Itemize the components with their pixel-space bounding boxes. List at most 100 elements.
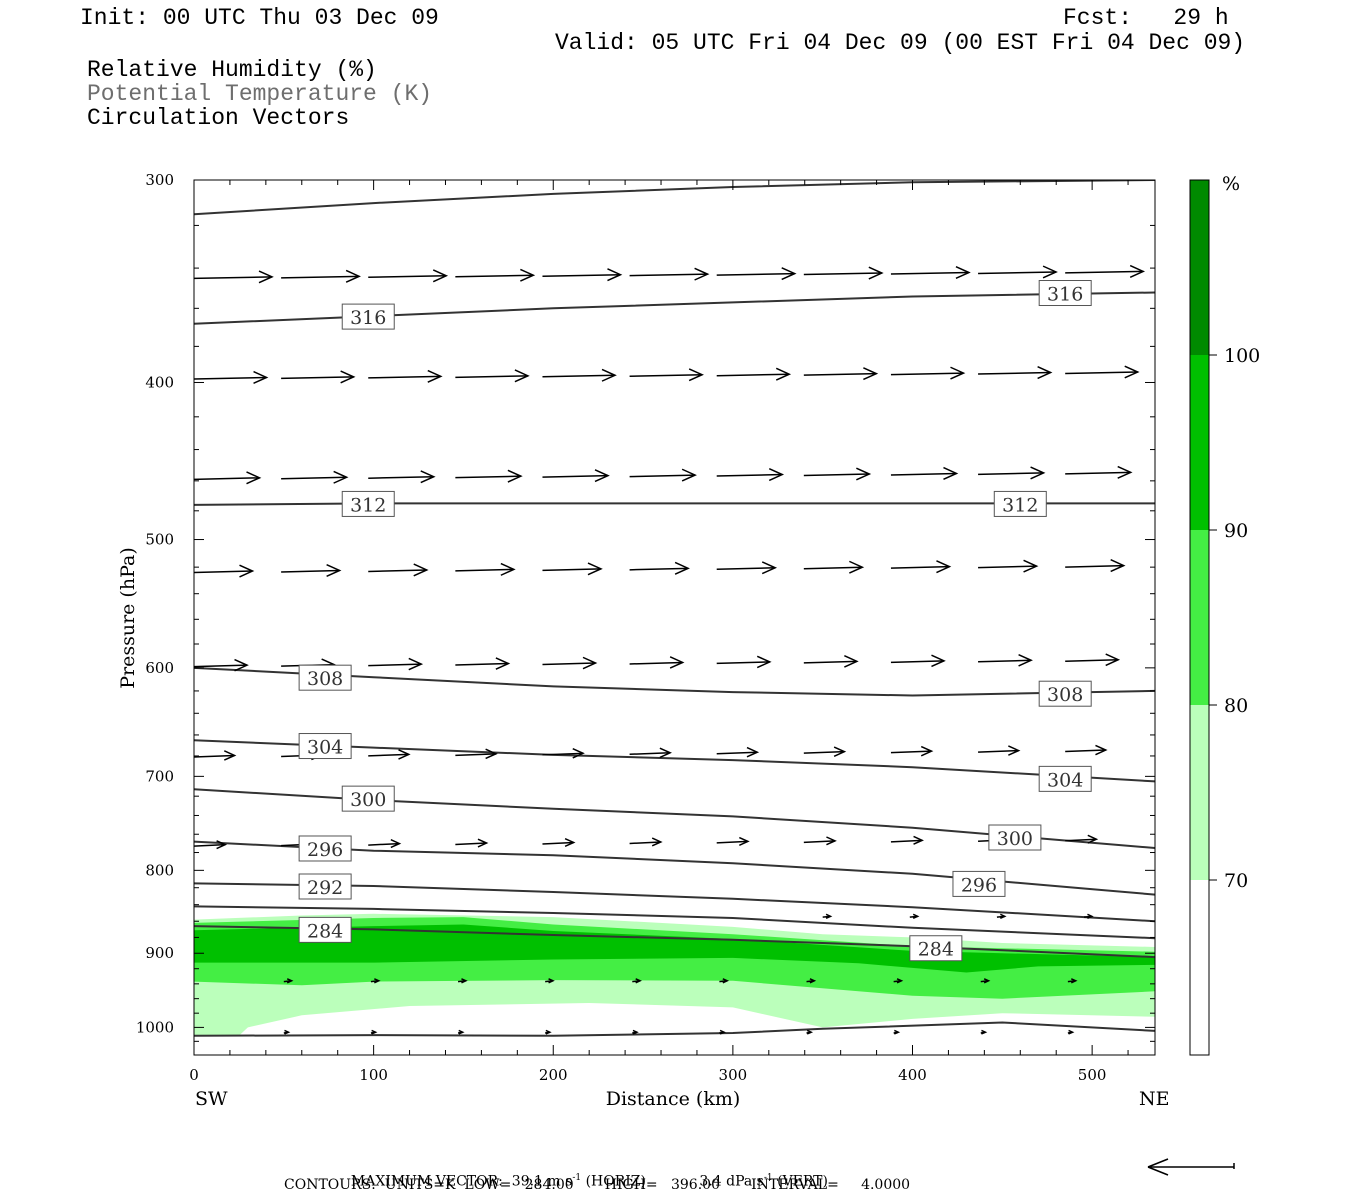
theta-label-box bbox=[952, 870, 1006, 897]
circulation-vector bbox=[629, 837, 663, 847]
vector-head bbox=[913, 835, 924, 845]
y-tick-label: 900 bbox=[145, 944, 174, 962]
vector-head bbox=[390, 839, 402, 849]
vector-head bbox=[234, 658, 249, 672]
circulation-vector bbox=[803, 746, 847, 757]
vector-head bbox=[1008, 745, 1021, 756]
horiz-units-exponent: -1 bbox=[572, 1173, 582, 1183]
vector-head bbox=[1068, 1029, 1075, 1035]
vector-shaft bbox=[1065, 749, 1106, 753]
circulation-vector bbox=[719, 978, 730, 984]
circulation-vector bbox=[716, 561, 778, 575]
circulation-vector bbox=[194, 270, 274, 284]
vector-shaft bbox=[542, 568, 601, 572]
vector-shaft bbox=[542, 273, 621, 277]
vector-shaft bbox=[455, 375, 528, 379]
vector-shaft bbox=[803, 750, 845, 754]
circulation-vector bbox=[978, 265, 1058, 279]
circulation-vector bbox=[716, 468, 785, 482]
circulation-vector bbox=[455, 369, 530, 383]
vector-shaft bbox=[455, 274, 534, 278]
circulation-vector bbox=[629, 561, 690, 575]
theta-label-box bbox=[298, 873, 352, 900]
circulation-vector bbox=[1065, 744, 1108, 756]
circulation-vector bbox=[978, 653, 1033, 667]
vector-head bbox=[809, 978, 817, 984]
circulation-vector bbox=[909, 913, 920, 920]
vector-head bbox=[722, 978, 730, 984]
vector-shaft bbox=[194, 664, 248, 668]
vector-shaft bbox=[368, 663, 422, 667]
vector-shaft bbox=[629, 661, 683, 665]
theta-label: 304 bbox=[1047, 769, 1083, 791]
circulation-vector bbox=[542, 748, 585, 759]
horiz-max-value: 39.1 bbox=[511, 1173, 543, 1190]
theta-label: 292 bbox=[307, 877, 343, 899]
vector-shaft bbox=[281, 376, 354, 380]
circulation-vector bbox=[893, 1029, 901, 1035]
x-axis-end-left: SW bbox=[195, 1088, 228, 1110]
vector-head bbox=[912, 913, 920, 920]
colorbar-tick-label: 70 bbox=[1224, 870, 1248, 892]
circulation-vector bbox=[368, 749, 411, 760]
theta-contour-280 bbox=[194, 1021, 1155, 1037]
vector-shaft bbox=[803, 473, 870, 477]
circulation-vector bbox=[629, 368, 704, 382]
theta-label-box bbox=[341, 303, 395, 330]
max-vector-label: MAXIMUM VECTOR: bbox=[350, 1173, 503, 1190]
circulation-vector bbox=[1065, 559, 1126, 573]
vector-head bbox=[1117, 465, 1133, 479]
vector-head bbox=[258, 270, 274, 284]
vector-shaft bbox=[629, 273, 708, 277]
vector-shaft bbox=[368, 842, 400, 846]
theta-label-box bbox=[298, 733, 352, 760]
circulation-vector bbox=[803, 836, 837, 846]
max-vector-line: MAXIMUM VECTOR: 39.1 m s-1 (HORIZ) 3.4 d… bbox=[342, 1157, 828, 1190]
circulation-vector bbox=[632, 978, 642, 984]
vector-head bbox=[520, 268, 536, 282]
circulation-vector bbox=[803, 655, 859, 668]
forecast-hour: Fcst: 29 h bbox=[1063, 5, 1229, 31]
vector-shaft bbox=[194, 843, 226, 847]
vector-shaft bbox=[1065, 371, 1138, 375]
circulation-vector bbox=[368, 470, 436, 484]
theta-label-box bbox=[1038, 280, 1092, 307]
circulation-vector bbox=[803, 266, 884, 280]
circulation-vector bbox=[803, 467, 872, 481]
legend-circulation-vectors: Circulation Vectors bbox=[87, 105, 350, 131]
circulation-vector bbox=[890, 265, 971, 280]
vector-shaft bbox=[978, 565, 1037, 569]
colorbar-segment bbox=[1190, 705, 1209, 880]
circulation-vector bbox=[545, 1029, 552, 1035]
vector-shaft bbox=[368, 375, 441, 379]
vector-shaft bbox=[368, 275, 447, 279]
vector-head bbox=[768, 468, 785, 482]
circulation-vector bbox=[194, 370, 269, 384]
theta-label: 296 bbox=[961, 874, 997, 896]
vector-head bbox=[1110, 559, 1126, 573]
vector-head bbox=[775, 367, 792, 381]
theta-label-box bbox=[988, 824, 1042, 851]
vector-shaft bbox=[890, 839, 923, 843]
circulation-vector bbox=[368, 269, 449, 283]
vector-head bbox=[955, 265, 971, 280]
circulation-vector bbox=[194, 471, 262, 485]
vector-head bbox=[495, 657, 511, 670]
vector-head bbox=[659, 747, 672, 759]
vector-head bbox=[781, 267, 797, 281]
vector-head bbox=[398, 749, 411, 760]
circulation-vector bbox=[629, 267, 710, 281]
circulation-vector bbox=[980, 978, 991, 984]
vector-head bbox=[1124, 365, 1140, 379]
y-tick-label: 500 bbox=[145, 531, 174, 549]
vector-shaft bbox=[716, 751, 758, 755]
circulation-vector bbox=[629, 656, 685, 669]
circulation-vector bbox=[980, 1029, 988, 1035]
circulation-vector bbox=[281, 470, 349, 484]
circulation-vector bbox=[194, 840, 228, 850]
vector-shaft bbox=[1065, 564, 1124, 568]
circulation-vector bbox=[455, 469, 523, 483]
vector-shaft bbox=[890, 565, 950, 569]
vector-head bbox=[345, 269, 361, 283]
circulation-vector bbox=[1065, 465, 1133, 479]
